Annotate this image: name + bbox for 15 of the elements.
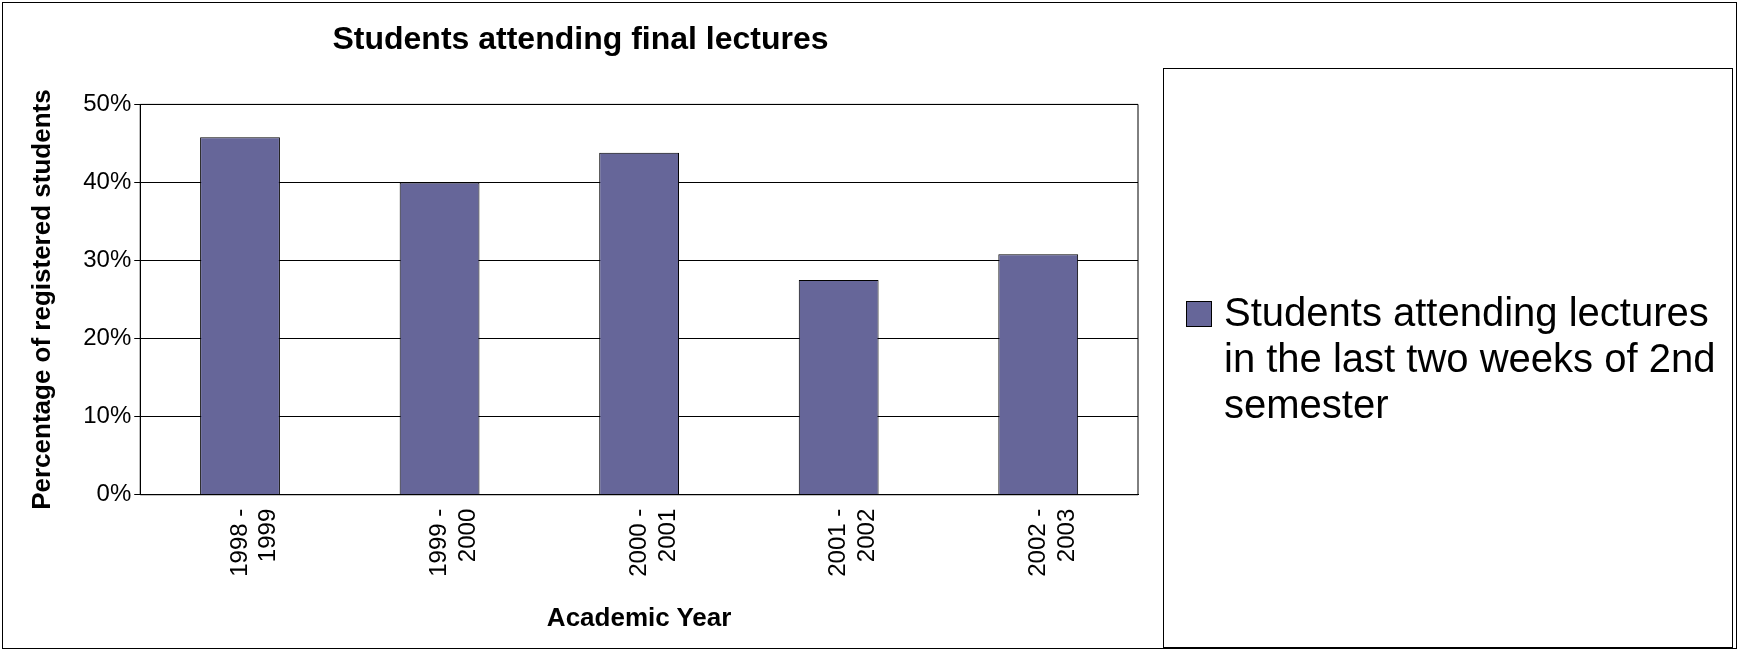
x-tick-label: 2000 - 2001	[623, 508, 680, 577]
y-tick-label: 20%	[83, 323, 132, 351]
y-tick-label: 50%	[83, 89, 132, 117]
chart-title: Students attending final lectures	[332, 20, 829, 57]
y-tick-label: 30%	[83, 245, 132, 273]
x-axis-title: Academic Year	[546, 601, 732, 632]
x-tick-label: 1998 - 1999	[224, 508, 281, 577]
y-tick-label: 0%	[96, 479, 132, 507]
y-axis-title: Percentage of registered students	[25, 89, 56, 510]
legend-label: Students attending lectures in the last two weeks of 2nd semester	[1224, 289, 1717, 427]
y-tick-label: 40%	[83, 167, 132, 195]
x-tick-label: 2002 - 2003	[1022, 508, 1079, 577]
x-tick-label: 1999 - 2000	[424, 508, 480, 577]
x-tick-label: 2001 - 2002	[823, 508, 880, 577]
y-tick-label: 10%	[83, 401, 132, 429]
